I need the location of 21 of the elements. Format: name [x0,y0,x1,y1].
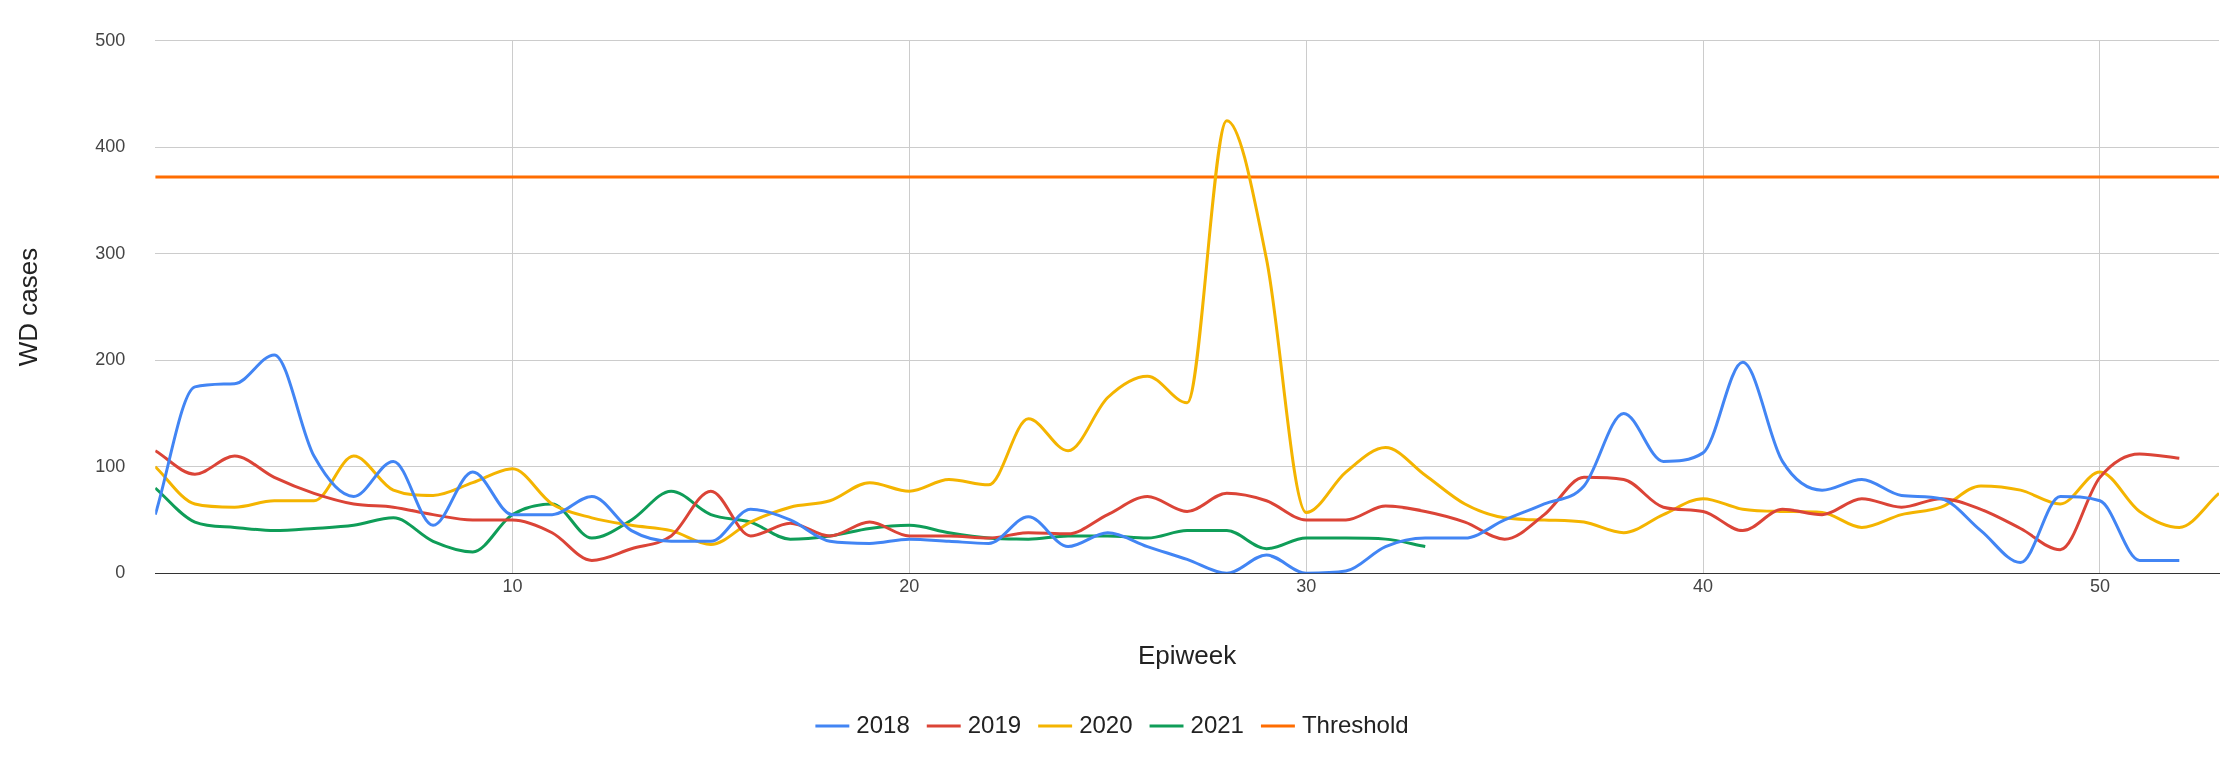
x-tick-label: 40 [1693,575,1714,596]
legend-label: 2018 [856,710,910,738]
legend-label: 2020 [1079,710,1133,738]
y-tick-label: 500 [95,29,126,50]
line-series [155,353,2181,574]
legend-label: Threshold [1301,710,1409,738]
y-tick-label: 0 [115,562,126,583]
x-tick-label: 50 [2089,575,2110,596]
y-tick-label: 300 [95,242,126,263]
x-axis-title: Epiweek [1137,639,1238,670]
x-tick-label: 10 [502,575,523,596]
line-series [155,119,2219,546]
y-tick-label: 200 [95,349,126,370]
legend-label: 2021 [1190,710,1244,738]
y-axis-title: WD cases [12,247,43,367]
x-tick-label: 20 [899,575,920,596]
y-tick-label: 100 [95,455,126,476]
y-tick-label: 400 [95,136,126,157]
x-tick-label: 30 [1296,575,1317,596]
legend-label: 2019 [967,710,1022,738]
line-series [155,449,2181,562]
